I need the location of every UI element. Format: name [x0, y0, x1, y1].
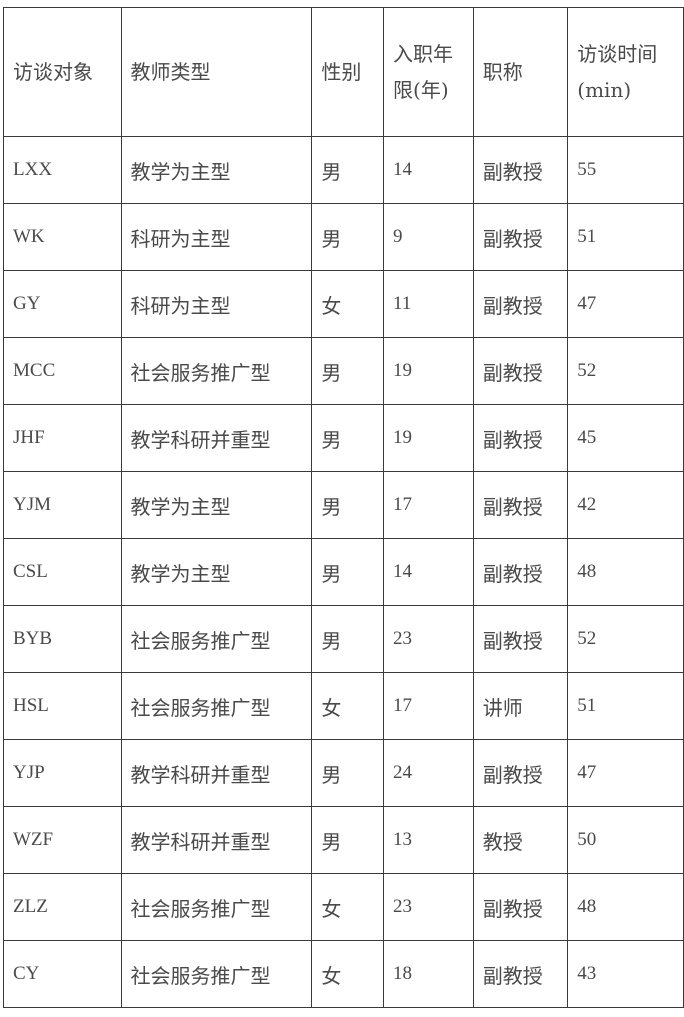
table-row: WK 科研为主型男 9 副教授 51	[3, 203, 684, 271]
cell-gender: 男	[311, 538, 385, 606]
cell-teacher-type: 教学科研并重型	[120, 806, 313, 874]
table-row: MCC 社会服务推广型男 19 副教授 52	[3, 337, 684, 405]
cell-duration: 43	[567, 940, 684, 1008]
table-row: CSL 教学为主型男 14 副教授 48	[3, 538, 684, 606]
cell-years: 13	[383, 806, 474, 874]
cell-teacher-type: 教学科研并重型	[120, 739, 313, 807]
cell-duration: 51	[567, 672, 684, 740]
cell-teacher-type: 教学为主型	[120, 471, 313, 539]
cell-duration: 47	[567, 270, 684, 338]
cell-teacher-type: 社会服务推广型	[120, 672, 313, 740]
cell-title: 副教授	[472, 940, 569, 1008]
cell-years: 17	[383, 672, 474, 740]
cell-duration: 48	[567, 538, 684, 606]
cell-gender: 男	[311, 136, 385, 204]
cell-years: 14	[383, 136, 474, 204]
cell-subject: JHF	[3, 404, 122, 472]
cell-duration: 42	[567, 471, 684, 539]
cell-gender: 男	[311, 404, 385, 472]
cell-teacher-type: 教学为主型	[120, 136, 313, 204]
interview-subjects-table: 访谈对象 教师类型 性别 入职年限(年) 职称 访谈时间(min) LXX 教学为…	[3, 7, 684, 1008]
header-teacher-type: 教师类型	[120, 7, 313, 137]
cell-years: 14	[383, 538, 474, 606]
header-gender: 性别	[311, 7, 385, 137]
cell-years: 9	[383, 203, 474, 271]
cell-teacher-type: 社会服务推广型	[120, 337, 313, 405]
cell-duration: 47	[567, 739, 684, 807]
cell-title: 讲师	[472, 672, 569, 740]
cell-years: 17	[383, 471, 474, 539]
cell-duration: 45	[567, 404, 684, 472]
cell-duration: 51	[567, 203, 684, 271]
table-row: YJP 教学科研并重型男 24 副教授 47	[3, 739, 684, 807]
header-duration: 访谈时间(min)	[567, 7, 684, 137]
cell-gender: 男	[311, 471, 385, 539]
header-row: 访谈对象 教师类型 性别 入职年限(年) 职称 访谈时间(min)	[3, 7, 684, 137]
cell-gender: 女	[311, 672, 385, 740]
cell-years: 11	[383, 270, 474, 338]
cell-title: 副教授	[472, 739, 569, 807]
cell-subject: LXX	[3, 136, 122, 204]
table-row: GY 科研为主型女 11 副教授 47	[3, 270, 684, 338]
cell-subject: MCC	[3, 337, 122, 405]
cell-title: 副教授	[472, 605, 569, 673]
cell-years: 24	[383, 739, 474, 807]
cell-subject: BYB	[3, 605, 122, 673]
cell-duration: 48	[567, 873, 684, 941]
header-years: 入职年限(年)	[383, 7, 474, 137]
cell-subject: WZF	[3, 806, 122, 874]
table-row: YJM 教学为主型男 17 副教授 42	[3, 471, 684, 539]
cell-gender: 男	[311, 605, 385, 673]
cell-title: 副教授	[472, 203, 569, 271]
cell-years: 23	[383, 873, 474, 941]
cell-duration: 50	[567, 806, 684, 874]
cell-teacher-type: 教学科研并重型	[120, 404, 313, 472]
cell-gender: 男	[311, 739, 385, 807]
header-title: 职称	[472, 7, 569, 137]
table-row: WZF 教学科研并重型男 13 教授 50	[3, 806, 684, 874]
cell-gender: 男	[311, 806, 385, 874]
cell-teacher-type: 教学为主型	[120, 538, 313, 606]
table-row: JHF 教学科研并重型男 19 副教授 45	[3, 404, 684, 472]
table-row: CY 社会服务推广型女 18 副教授 43	[3, 940, 684, 1008]
cell-teacher-type: 科研为主型	[120, 203, 313, 271]
cell-years: 18	[383, 940, 474, 1008]
cell-teacher-type: 社会服务推广型	[120, 605, 313, 673]
table-row: LXX 教学为主型男 14 副教授 55	[3, 136, 684, 204]
cell-gender: 男	[311, 337, 385, 405]
cell-gender: 男	[311, 203, 385, 271]
table-row: HSL 社会服务推广型女 17 讲师 51	[3, 672, 684, 740]
cell-subject: CSL	[3, 538, 122, 606]
cell-subject: YJP	[3, 739, 122, 807]
cell-subject: WK	[3, 203, 122, 271]
cell-duration: 52	[567, 605, 684, 673]
cell-gender: 女	[311, 270, 385, 338]
cell-title: 教授	[472, 806, 569, 874]
cell-gender: 女	[311, 873, 385, 941]
cell-title: 副教授	[472, 404, 569, 472]
cell-duration: 52	[567, 337, 684, 405]
cell-teacher-type: 科研为主型	[120, 270, 313, 338]
cell-title: 副教授	[472, 471, 569, 539]
cell-teacher-type: 社会服务推广型	[120, 873, 313, 941]
cell-years: 19	[383, 404, 474, 472]
cell-subject: ZLZ	[3, 873, 122, 941]
cell-years: 23	[383, 605, 474, 673]
cell-title: 副教授	[472, 873, 569, 941]
cell-title: 副教授	[472, 337, 569, 405]
cell-title: 副教授	[472, 270, 569, 338]
header-subject: 访谈对象	[3, 7, 122, 137]
cell-subject: CY	[3, 940, 122, 1008]
cell-years: 19	[383, 337, 474, 405]
cell-subject: YJM	[3, 471, 122, 539]
cell-gender: 女	[311, 940, 385, 1008]
cell-subject: HSL	[3, 672, 122, 740]
cell-teacher-type: 社会服务推广型	[120, 940, 313, 1008]
cell-title: 副教授	[472, 136, 569, 204]
cell-title: 副教授	[472, 538, 569, 606]
table-row: BYB 社会服务推广型男 23 副教授 52	[3, 605, 684, 673]
cell-subject: GY	[3, 270, 122, 338]
cell-duration: 55	[567, 136, 684, 204]
table-row: ZLZ 社会服务推广型女 23 副教授 48	[3, 873, 684, 941]
